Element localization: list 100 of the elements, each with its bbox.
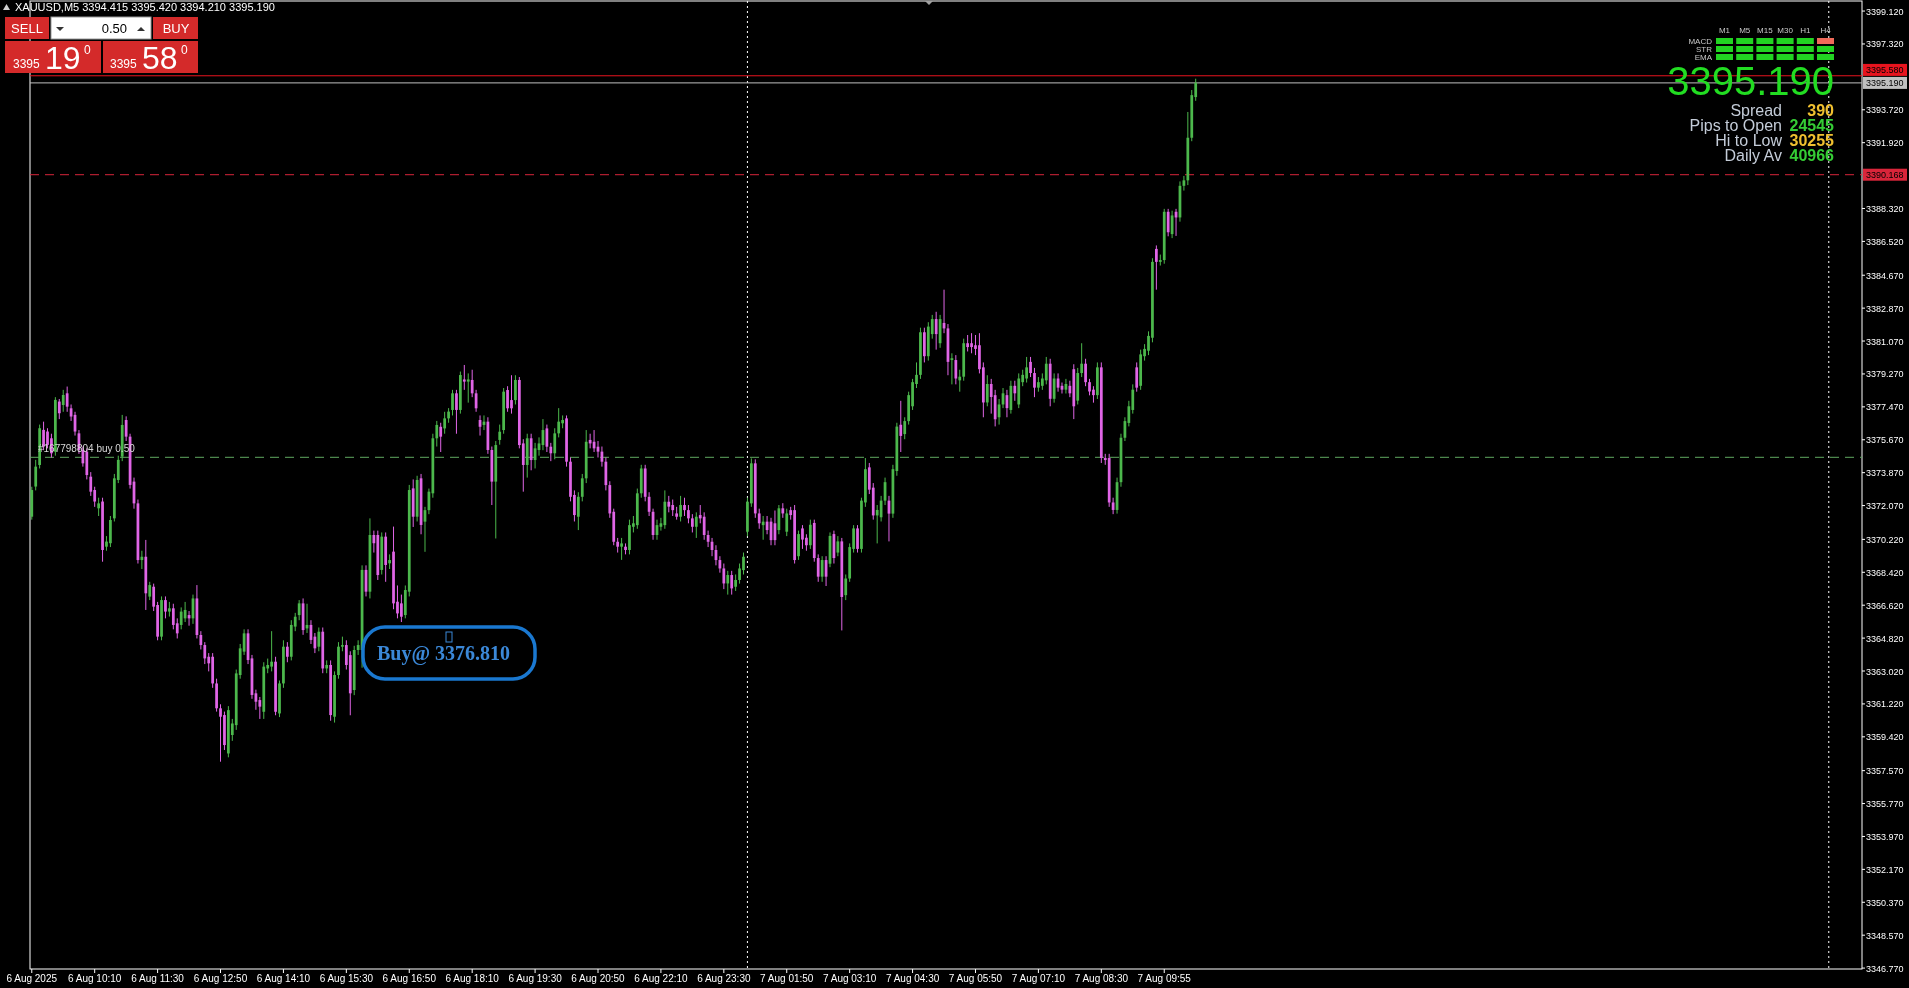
candlestick <box>529 433 533 471</box>
category-label: H1 <box>1800 26 1811 35</box>
candlestick <box>553 427 557 460</box>
ref-line-label: 3390.168 <box>1866 170 1904 181</box>
candlestick <box>506 385 509 413</box>
y-tick-label: 3386.520 <box>1866 236 1904 247</box>
y-tick-label: 3391.920 <box>1866 138 1904 149</box>
x-tick-label: 6 Aug 20:50 <box>571 973 626 984</box>
candlestick <box>844 573 848 601</box>
category-label: STR <box>1696 45 1712 54</box>
candlestick <box>691 513 694 533</box>
candlestick <box>400 594 403 623</box>
candlestick <box>923 327 926 363</box>
candlestick <box>219 703 222 763</box>
candlestick <box>797 530 800 561</box>
candlestick <box>989 378 993 415</box>
y-tick-label: 3370.220 <box>1866 534 1904 545</box>
candlestick <box>785 508 789 537</box>
category-label: MACD <box>1688 37 1712 46</box>
y-tick-label: 3357.570 <box>1866 766 1904 777</box>
x-tick-label: 6 Aug 2025 <box>6 973 58 984</box>
x-tick-label: 6 Aug 23:30 <box>697 973 751 984</box>
annotation: Buy@ 3376.810 <box>377 642 511 665</box>
y-tick-label: 3393.720 <box>1866 105 1904 116</box>
y-tick-label: 3382.870 <box>1866 303 1904 314</box>
candlestick <box>985 374 989 407</box>
candlestick <box>934 311 938 351</box>
candlestick <box>514 374 517 405</box>
y-tick-label: 3350.370 <box>1866 897 1904 908</box>
y-tick-label: 3352.170 <box>1866 864 1904 875</box>
candlestick <box>954 354 958 385</box>
candlestick <box>557 407 561 438</box>
ref-line-label: 3395.190 <box>1866 78 1904 89</box>
y-tick-label: 3372.070 <box>1866 501 1904 512</box>
candlestick <box>148 581 152 601</box>
y-tick-label: 3361.220 <box>1866 699 1904 710</box>
y-tick-label: 3377.470 <box>1866 402 1904 413</box>
x-tick-label: 6 Aug 22:10 <box>634 973 689 984</box>
x-tick-label: 6 Aug 15:30 <box>319 973 374 984</box>
candlestick <box>687 504 690 524</box>
y-tick-label: 3384.670 <box>1866 270 1904 281</box>
candlestick <box>1084 358 1087 387</box>
candlestick <box>679 495 682 522</box>
candlestick <box>1013 380 1017 402</box>
candlestick <box>875 504 879 544</box>
candlestick <box>164 595 167 619</box>
candlestick <box>97 497 100 517</box>
candlestick <box>663 489 667 530</box>
annotation: 40966 <box>1789 147 1835 164</box>
y-tick-label: 3355.770 <box>1866 799 1904 810</box>
y-tick-label: 3368.420 <box>1866 567 1904 578</box>
category-label: H4 <box>1820 26 1832 35</box>
category-label: M30 <box>1777 26 1794 35</box>
x-tick-label: 6 Aug 16:50 <box>382 973 437 984</box>
candlestick <box>757 508 761 530</box>
annotation: 58 <box>142 40 178 76</box>
candlestick <box>801 524 804 550</box>
candlestick <box>1025 356 1028 384</box>
x-tick-label: 7 Aug 05:50 <box>948 973 1003 984</box>
chart-title: XAUUSD,M5 3394.415 3395.420 3394.210 3395.190 <box>15 1 275 13</box>
annotation: 24545 <box>1789 117 1835 134</box>
candlestick <box>588 433 592 449</box>
candlestick <box>510 374 513 415</box>
candlestick <box>1033 367 1036 398</box>
annotation: 3395 <box>13 57 41 71</box>
candlestick <box>580 473 584 502</box>
y-tick-label: 3397.320 <box>1866 39 1904 50</box>
annotation: BUY <box>162 21 190 36</box>
candlestick <box>1052 372 1056 404</box>
candlestick <box>620 537 623 561</box>
candlestick <box>761 515 765 541</box>
y-tick-label: 3348.570 <box>1866 930 1904 941</box>
x-tick-label: 7 Aug 08:30 <box>1074 973 1129 984</box>
x-tick-label: 6 Aug 12:50 <box>193 973 248 984</box>
annotation: 0.50 <box>101 21 127 36</box>
x-tick-label: 6 Aug 18:10 <box>445 973 500 984</box>
x-tick-label: 6 Aug 14:10 <box>256 973 311 984</box>
candlestick <box>297 599 301 621</box>
candlestick <box>1155 244 1158 291</box>
candlestick <box>171 603 175 630</box>
annotation: SELL <box>11 21 43 36</box>
candlestick <box>183 601 187 623</box>
candlestick <box>1080 342 1084 378</box>
candlestick <box>179 606 183 630</box>
annotation: Daily Av <box>1724 147 1782 164</box>
category-label: M5 <box>1739 26 1751 35</box>
candlestick <box>466 372 470 404</box>
category-label: M1 <box>1718 26 1731 35</box>
candlestick <box>317 627 321 652</box>
y-tick-label: 3399.120 <box>1866 6 1904 17</box>
candlestick <box>970 332 973 354</box>
candlestick <box>285 641 289 663</box>
ref-line-label: 3395.580 <box>1866 65 1904 76</box>
x-tick-label: 7 Aug 03:10 <box>822 973 877 984</box>
candlestick <box>683 497 686 517</box>
y-tick-label: 3353.970 <box>1866 831 1904 842</box>
x-tick-label: 6 Aug 11:30 <box>131 973 185 984</box>
annotation: 0 <box>84 43 91 57</box>
annotation: 3395 <box>110 57 138 71</box>
candlestick <box>443 411 447 435</box>
